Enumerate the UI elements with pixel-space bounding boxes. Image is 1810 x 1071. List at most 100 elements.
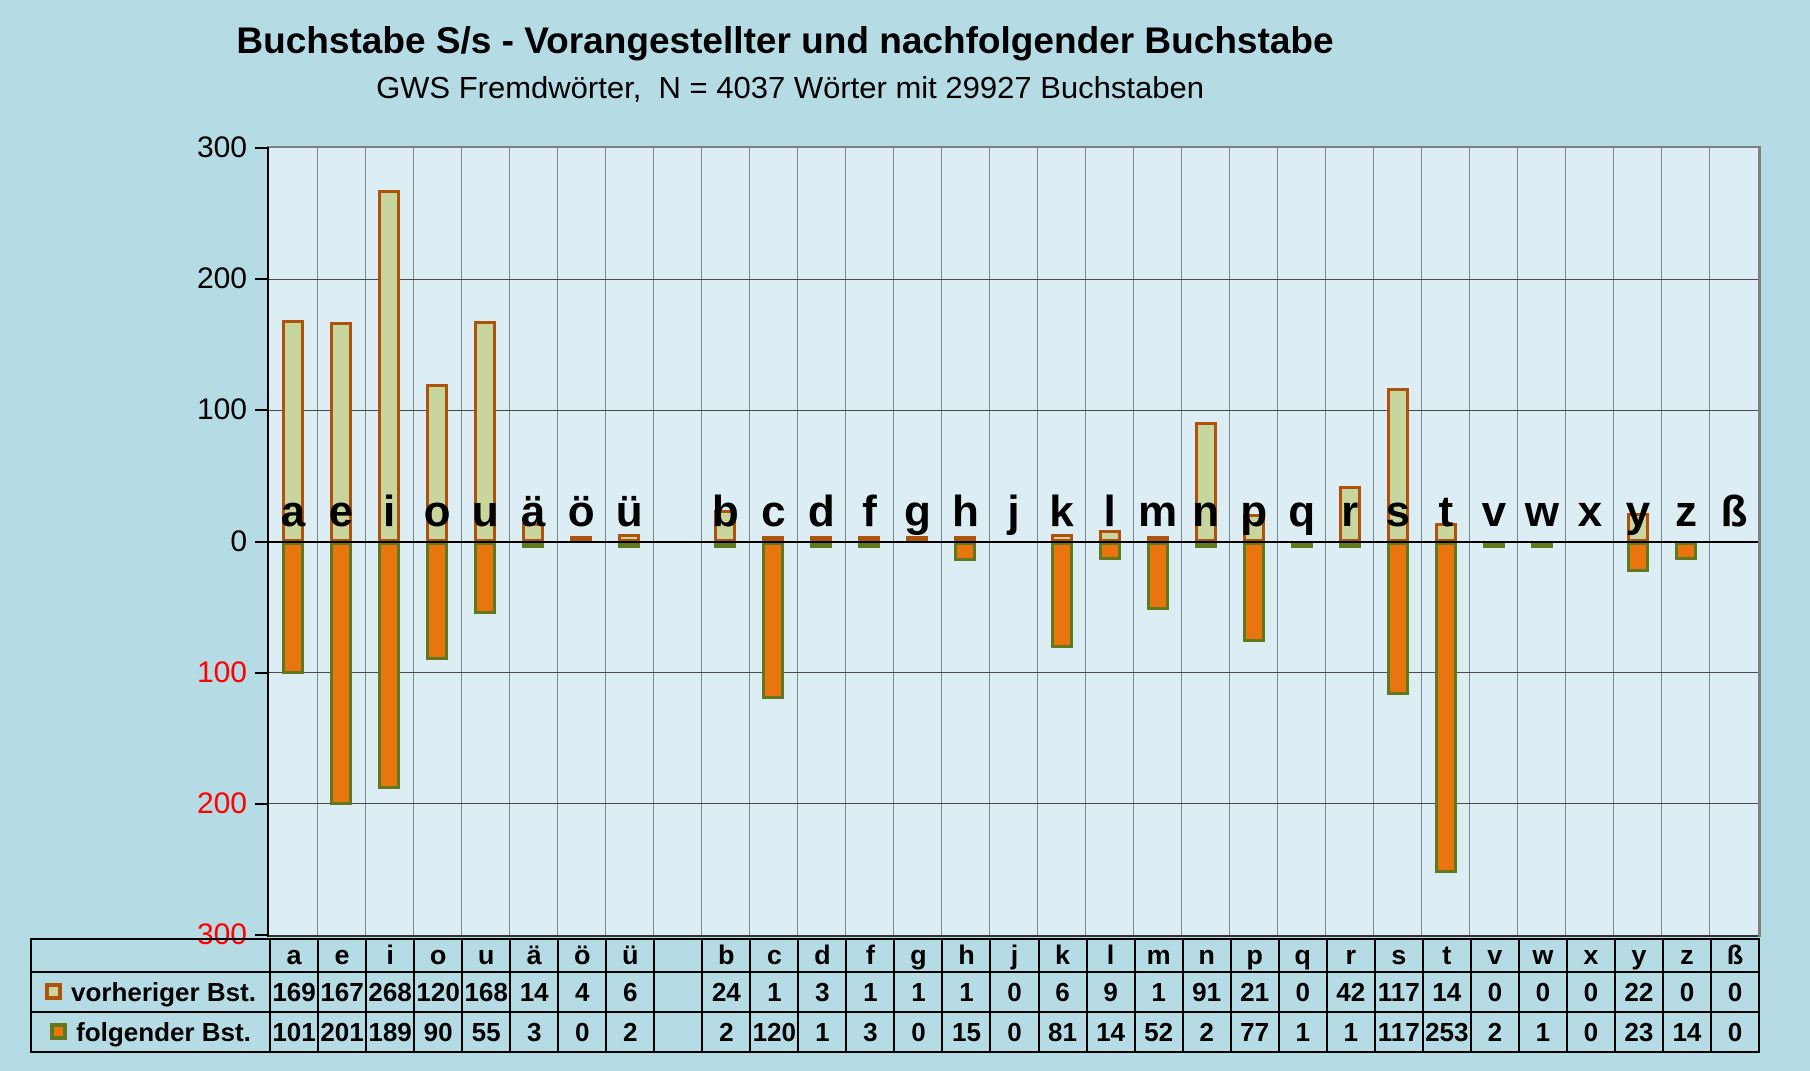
bar-up-k (1050, 533, 1073, 542)
table-value-cell: 1 (1325, 1011, 1376, 1053)
bar-up-y (1626, 512, 1649, 542)
category-letter-h: h (952, 486, 979, 536)
y-axis-tick (255, 540, 269, 543)
table-value-cell: 55 (461, 1011, 512, 1053)
table-value-cell: 168 (461, 971, 512, 1013)
table-value-cell: 167 (317, 971, 368, 1013)
bar-down-o (426, 541, 449, 660)
bar-up-ö (570, 535, 593, 542)
table-category-cell: n (1181, 938, 1232, 973)
table-value-cell: 1 (1133, 971, 1184, 1013)
table-value-cell: 77 (1229, 1011, 1280, 1053)
plot-border-top (267, 146, 1761, 149)
category-letter-s: s (1385, 486, 1410, 536)
bar-down-i (378, 541, 401, 790)
category-letter-ö: ö (567, 486, 595, 536)
table-value-cell: 6 (1037, 971, 1088, 1013)
bar-up-c (762, 535, 785, 542)
plot-border-bottom (269, 935, 1758, 937)
bar-up-a (282, 319, 305, 542)
data-table: a e i o u ä ö ü b c d f g h j k l m n p q r s t v w x y z ß vorheriger… (30, 938, 1760, 1053)
chart-subtitle: GWS Fremdwörter, N = 4037 Wörter mit 299… (376, 70, 1204, 105)
bar-down-h (954, 541, 977, 562)
table-value-cell: 90 (413, 1011, 464, 1053)
table-value-cell: 3 (845, 1011, 896, 1053)
table-value-cell: 81 (1037, 1011, 1088, 1053)
bar-up-ä (522, 523, 545, 542)
table-value-cell: 14 (1085, 1011, 1136, 1053)
table-category-cell: v (1469, 938, 1520, 973)
table-category-cell: b (701, 938, 752, 973)
category-letter-u: u (471, 486, 499, 536)
table-value-cell: 0 (1709, 1011, 1760, 1053)
horizontal-gridline (269, 278, 1758, 280)
category-letter-o: o (423, 486, 451, 536)
bar-down-f (858, 541, 881, 548)
table-category-cell: g (893, 938, 944, 973)
table-category-cell: q (1277, 938, 1328, 973)
category-letter-k: k (1049, 486, 1074, 536)
category-letter-b: b (711, 486, 739, 536)
table-value-cell: 169 (268, 971, 320, 1013)
zero-line (269, 540, 1758, 543)
y-axis-tick (255, 802, 269, 805)
bar-down-e (330, 541, 353, 806)
table-value-cell: 3 (797, 971, 848, 1013)
table-value-cell: 101 (268, 1011, 320, 1053)
category-letter-i: i (382, 486, 396, 536)
bar-down-q (1290, 541, 1313, 548)
table-value-cell: 117 (1373, 971, 1424, 1013)
category-letter-p: p (1240, 486, 1268, 536)
category-letter-y: y (1625, 486, 1651, 536)
bar-up-s (1386, 388, 1409, 542)
table-category-cell: j (989, 938, 1040, 973)
table-value-cell: 6 (605, 971, 656, 1013)
category-letter-t: t (1438, 486, 1454, 536)
y-axis-tick (255, 671, 269, 674)
y-axis-label: 300 (196, 131, 247, 164)
legend-swatch-vorheriger (45, 982, 63, 1000)
category-letter-ü: ü (615, 486, 643, 536)
table-category-cell: i (365, 938, 416, 973)
table-value-cell: 1 (893, 971, 944, 1013)
bar-down-l (1098, 541, 1121, 560)
bar-up-i (378, 189, 401, 542)
table-value-cell: 201 (317, 1011, 368, 1053)
category-letter-c: c (761, 486, 786, 536)
table-category-cell: l (1085, 938, 1136, 973)
legend-row-header: vorheriger Bst. (30, 971, 271, 1013)
legend-row-header: folgender Bst. (30, 1011, 271, 1053)
bar-down-z (1674, 541, 1697, 560)
table-value-cell: 0 (1277, 971, 1328, 1013)
table-value-cell: 0 (893, 1011, 944, 1053)
table-category-cell: p (1229, 938, 1280, 973)
category-letter-x: x (1577, 486, 1603, 536)
category-letter-w: w (1524, 486, 1559, 536)
table-category-cell: m (1133, 938, 1184, 973)
bar-up-f (858, 535, 881, 542)
table-value-cell: 23 (1613, 1011, 1664, 1053)
table-value-cell: 120 (413, 971, 464, 1013)
table-value-cell: 0 (557, 1011, 608, 1053)
table-value-cell: 4 (557, 971, 608, 1013)
bar-down-k (1050, 541, 1073, 648)
table-category-cell: ä (509, 938, 560, 973)
table-value-cell: 22 (1613, 971, 1664, 1013)
table-value-cell: 1 (941, 971, 992, 1013)
category-letter-ß: ß (1720, 486, 1748, 536)
bar-down-p (1242, 541, 1265, 643)
table-value-cell: 0 (1517, 971, 1568, 1013)
plot-border-right (1758, 146, 1761, 937)
bar-up-h (954, 535, 977, 542)
table-category-cell: t (1421, 938, 1472, 973)
table-category-cell: z (1661, 938, 1712, 973)
table-category-cell: k (1037, 938, 1088, 973)
horizontal-gridline (269, 672, 1758, 674)
bar-up-n (1194, 422, 1217, 542)
table-value-cell: 14 (1421, 971, 1472, 1013)
table-value-cell: 0 (989, 971, 1040, 1013)
bar-down-y (1626, 541, 1649, 572)
table-category-cell: r (1325, 938, 1376, 973)
table-category-cell: ß (1709, 938, 1760, 973)
table-value-cell: 14 (1661, 1011, 1712, 1053)
